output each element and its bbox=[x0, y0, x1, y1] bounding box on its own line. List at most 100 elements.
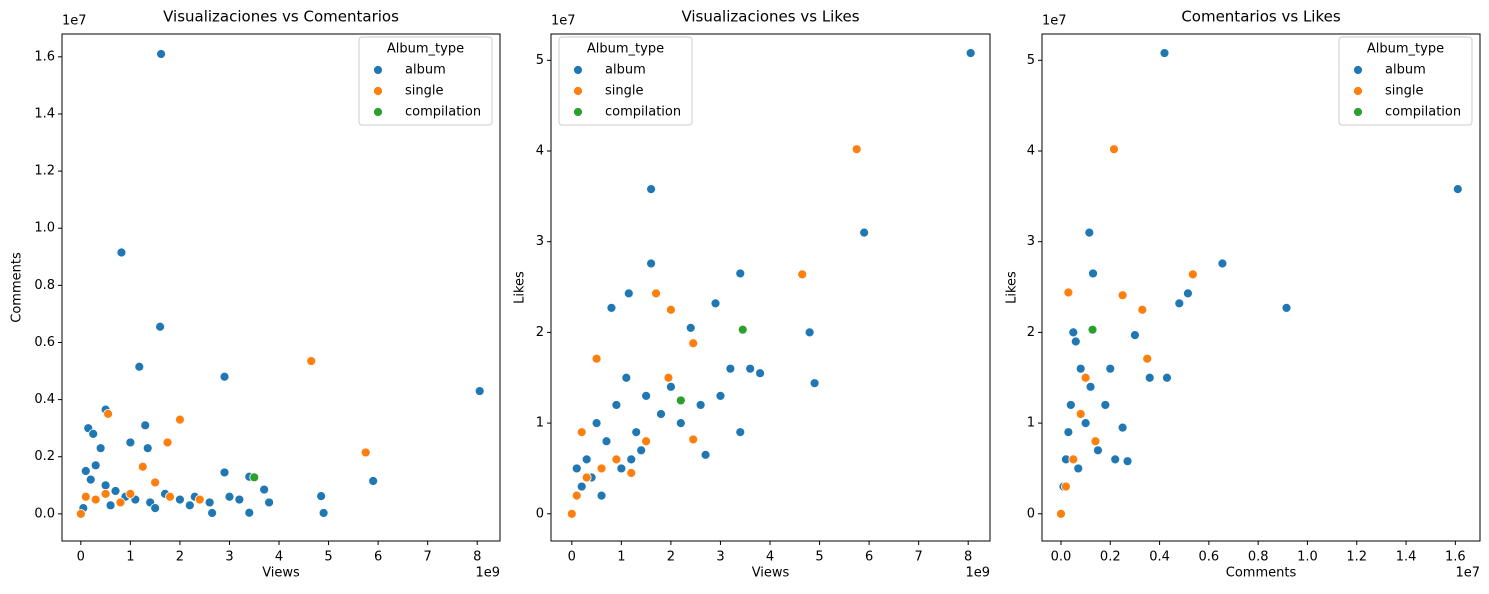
legend-marker bbox=[1353, 65, 1363, 75]
y-tick-label: 1.6 bbox=[34, 49, 55, 64]
x-tick-label: 0.6 bbox=[1199, 550, 1220, 565]
x-tick-label: 7 bbox=[915, 550, 923, 565]
point bbox=[88, 428, 99, 439]
point bbox=[249, 472, 260, 483]
point bbox=[140, 420, 151, 431]
axes-frame bbox=[61, 33, 501, 542]
point bbox=[641, 436, 652, 447]
y-tick-label: 5 bbox=[536, 53, 544, 68]
point bbox=[700, 449, 711, 460]
x-axis-label: Comments bbox=[1226, 566, 1297, 581]
point bbox=[745, 363, 756, 374]
y-tick-label: 1.0 bbox=[34, 221, 55, 236]
axes-frame bbox=[1041, 33, 1481, 542]
point bbox=[234, 494, 245, 505]
point bbox=[1075, 363, 1086, 374]
y-tick-label: 1.2 bbox=[34, 164, 55, 179]
point bbox=[162, 437, 173, 448]
y-tick-label: 4 bbox=[536, 144, 544, 159]
legend-label: compilation bbox=[1385, 105, 1461, 120]
point bbox=[80, 491, 91, 502]
legend-marker bbox=[573, 65, 583, 75]
point bbox=[651, 288, 661, 299]
x-tick-label: 0.2 bbox=[1100, 550, 1121, 565]
y-tick-label: 0.0 bbox=[34, 506, 55, 521]
point bbox=[318, 508, 329, 518]
chart-title: Visualizaciones vs Comentarios bbox=[163, 8, 399, 26]
point bbox=[264, 497, 275, 508]
point bbox=[1117, 290, 1128, 301]
point bbox=[965, 48, 976, 58]
point bbox=[626, 454, 637, 465]
x-tick-label: 1.4 bbox=[1396, 550, 1417, 565]
legend-marker bbox=[373, 107, 383, 117]
point bbox=[125, 437, 136, 448]
point bbox=[175, 494, 185, 505]
point bbox=[360, 447, 371, 458]
x-tick-label: 4 bbox=[275, 550, 283, 565]
y-tick-label: 1 bbox=[536, 416, 544, 431]
legend-box bbox=[558, 36, 693, 126]
y-tick-label: 3 bbox=[1027, 234, 1035, 249]
legend-label: compilation bbox=[405, 105, 481, 120]
point bbox=[1090, 436, 1101, 447]
point bbox=[1183, 288, 1193, 299]
y-tick-label: 0.6 bbox=[34, 335, 55, 350]
point bbox=[663, 372, 674, 383]
point bbox=[685, 322, 696, 333]
x-offset-label: 1e9 bbox=[965, 566, 990, 581]
y-tick-label: 0.2 bbox=[34, 449, 55, 464]
point bbox=[809, 378, 820, 389]
y-offset-label: 1e7 bbox=[1042, 14, 1067, 29]
point bbox=[1073, 463, 1084, 474]
point bbox=[204, 497, 215, 508]
point bbox=[156, 49, 166, 59]
y-offset-label: 1e7 bbox=[551, 14, 576, 29]
point bbox=[611, 400, 622, 410]
x-axis-label: Views bbox=[262, 566, 300, 581]
legend-title: Album_type bbox=[587, 42, 664, 57]
point bbox=[90, 460, 101, 471]
point bbox=[105, 500, 116, 511]
y-offset-label: 1e7 bbox=[62, 14, 87, 29]
point bbox=[137, 461, 148, 472]
chart-title: Visualizaciones vs Likes bbox=[681, 8, 859, 26]
point bbox=[103, 408, 113, 419]
y-tick-label: 0 bbox=[1027, 506, 1035, 521]
point bbox=[1130, 330, 1140, 341]
point bbox=[710, 298, 721, 309]
point bbox=[207, 508, 218, 518]
point bbox=[150, 477, 161, 488]
point bbox=[576, 427, 587, 438]
point bbox=[626, 468, 637, 478]
legend-marker bbox=[373, 65, 383, 75]
y-axis-label: Likes bbox=[513, 271, 528, 304]
point bbox=[725, 363, 736, 374]
point bbox=[1087, 324, 1098, 335]
point bbox=[1452, 184, 1463, 194]
x-tick-label: 1 bbox=[617, 550, 625, 565]
legend-label: single bbox=[605, 84, 644, 99]
point bbox=[646, 258, 656, 269]
point bbox=[1122, 456, 1133, 467]
point bbox=[596, 490, 607, 501]
point bbox=[1142, 353, 1153, 364]
point bbox=[1117, 422, 1128, 433]
point bbox=[1063, 287, 1074, 298]
point bbox=[1109, 144, 1119, 155]
point bbox=[1174, 298, 1185, 309]
point bbox=[1187, 269, 1198, 280]
x-tick-label: 4 bbox=[766, 550, 774, 565]
point bbox=[100, 488, 111, 499]
x-tick-label: 1.6 bbox=[1445, 550, 1466, 565]
point bbox=[116, 247, 127, 258]
legend-box bbox=[1338, 36, 1473, 126]
point bbox=[1159, 48, 1170, 58]
point bbox=[184, 500, 195, 511]
y-tick-label: 2 bbox=[536, 325, 544, 340]
axes-frame bbox=[550, 33, 991, 542]
point bbox=[1065, 400, 1076, 410]
point bbox=[110, 486, 121, 496]
